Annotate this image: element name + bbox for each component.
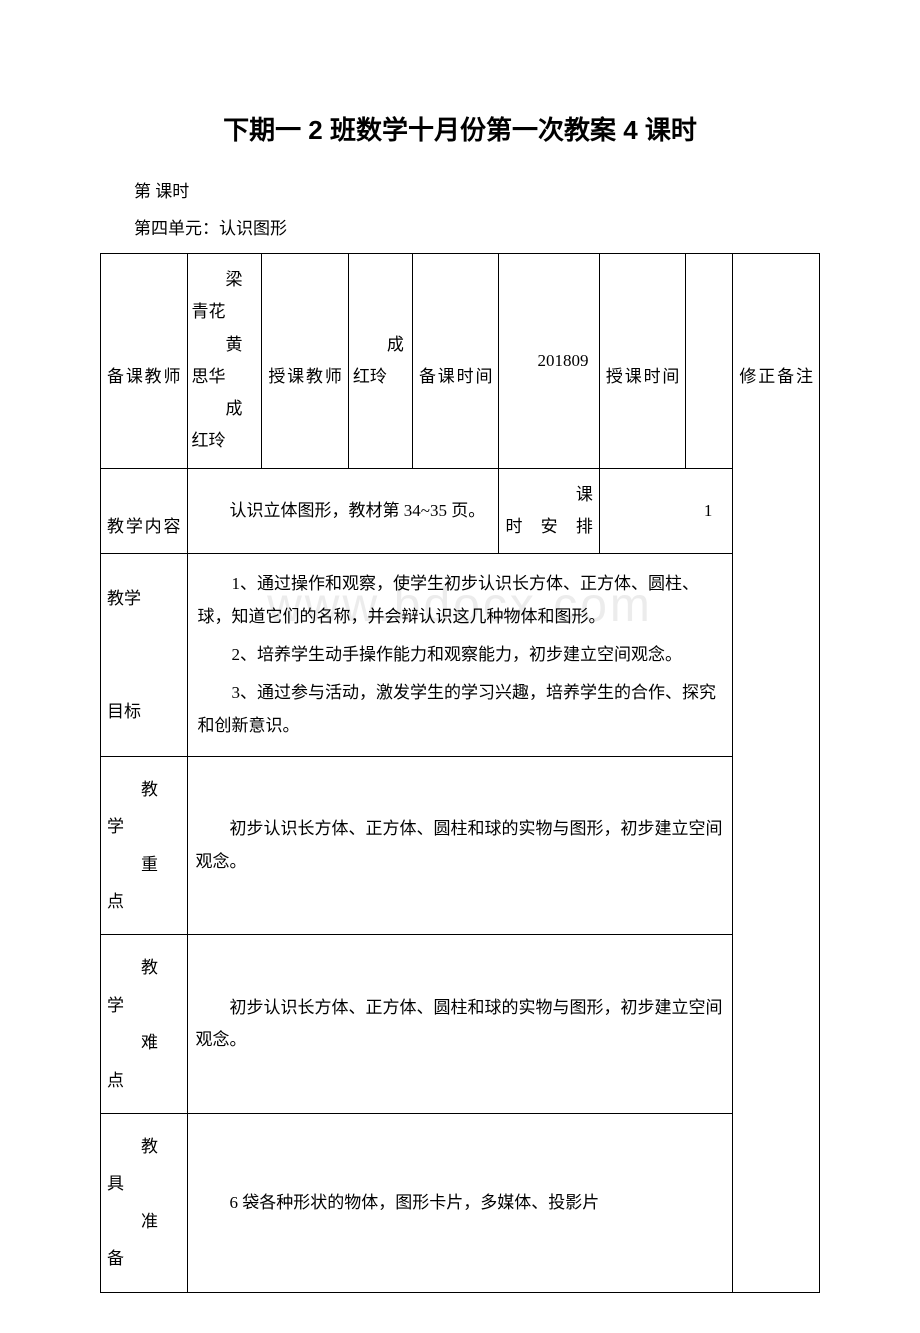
value-teach-goal: 1、通过操作和观察，使学生初步认识长方体、正方体、圆柱、球，知道它们的名称，并会…: [187, 554, 733, 756]
value-key-points: 初步认识长方体、正方体、圆柱和球的实物与图形，初步建立空间观念。: [187, 756, 733, 935]
goal-para-1: 1、通过操作和观察，使学生初步认识长方体、正方体、圆柱、球，知道它们的名称，并会…: [198, 568, 723, 633]
value-prepare-teacher: 梁青花 黄思华 成红玲: [187, 254, 262, 469]
page-title: 下期一 2 班数学十月份第一次教案 4 课时: [100, 110, 820, 147]
table-row-difficulties: 教 学 难 点 教学难点 初步认识长方体、正方体、圆柱和球的实物与图形，初步建立…: [101, 935, 820, 1114]
subtitle-line-2: 第四单元：认识图形: [100, 214, 820, 239]
label-difficulties: 教 学 难 点 教学难点: [101, 935, 188, 1114]
notes-cell-4: [733, 756, 820, 935]
notes-cell-2: [733, 468, 820, 554]
label-materials: 教 具 准 备 教具准备: [101, 1113, 188, 1292]
table-row-goals: 教学 目标 目标 1、通过操作和观察，使学生初步认识长方体、正方体、圆柱、球，知…: [101, 554, 820, 756]
table-row-header: 备课教师 备课教师 梁青花 黄思华 成红玲 授课教师 授课教师 成红玲 备课时间…: [101, 254, 820, 469]
goal-para-2: 2、培养学生动手操作能力和观察能力，初步建立空间观念。: [198, 639, 723, 671]
value-teach-teacher: 成红玲: [348, 254, 412, 469]
lesson-plan-table: 备课教师 备课教师 梁青花 黄思华 成红玲 授课教师 授课教师 成红玲 备课时间…: [100, 253, 820, 1293]
value-periods: 1: [599, 468, 733, 554]
value-difficulties: 初步认识长方体、正方体、圆柱和球的实物与图形，初步建立空间观念。: [187, 935, 733, 1114]
label-notes: 修正备注 修正备注: [733, 254, 820, 469]
table-row-content: 教学内容 教学内容 认识立体图形，教材第 34~35 页。 课时安排 课时安排 …: [101, 468, 820, 554]
label-teach-teacher: 授课教师 授课教师: [262, 254, 349, 469]
value-teach-time: [686, 254, 733, 469]
goal-para-3: 3、通过参与活动，激发学生的学习兴趣，培养学生的合作、探究和创新意识。: [198, 677, 723, 742]
label-teach-time: 授课时间 授课时间: [599, 254, 686, 469]
label-prepare-teacher: 备课教师 备课教师: [101, 254, 188, 469]
notes-cell-6: [733, 1113, 820, 1292]
value-prepare-time: 201809: [499, 254, 599, 469]
label-periods: 课时安排 课时安排: [499, 468, 599, 554]
label-teach-content: 教学内容 教学内容: [101, 468, 188, 554]
table-row-keypoints: 教 学 重 点 教学重点 初步认识长方体、正方体、圆柱和球的实物与图形，初步建立…: [101, 756, 820, 935]
value-teach-content: 认识立体图形，教材第 34~35 页。: [187, 468, 499, 554]
label-teach-goal: 教学 目标 目标: [101, 554, 188, 756]
notes-cell-5: [733, 935, 820, 1114]
value-materials: 6 袋各种形状的物体，图形卡片，多媒体、投影片: [187, 1113, 733, 1292]
table-row-materials: 教 具 准 备 教具准备 6 袋各种形状的物体，图形卡片，多媒体、投影片: [101, 1113, 820, 1292]
notes-cell-3: [733, 554, 820, 756]
subtitle-line-1: 第 课时: [100, 177, 820, 202]
label-key-points: 教 学 重 点 教学重点: [101, 756, 188, 935]
label-prepare-time: 备课时间 备课时间: [412, 254, 499, 469]
